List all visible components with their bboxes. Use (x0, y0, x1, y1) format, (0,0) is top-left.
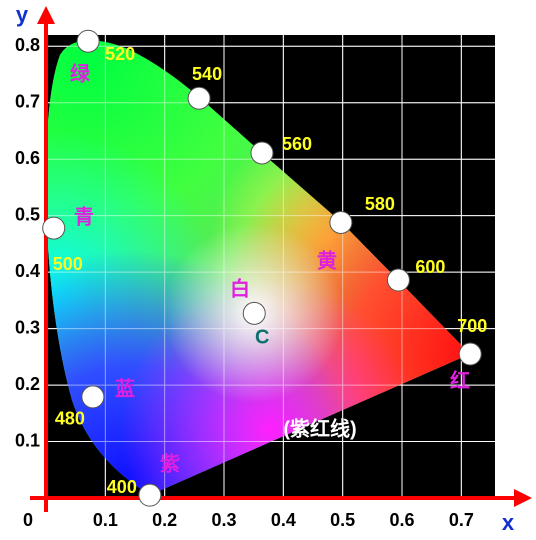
wavelength-label: 700 (457, 316, 487, 336)
y-tick-label: 0.6 (15, 148, 40, 168)
wavelength-label: 500 (53, 254, 83, 274)
point (187, 86, 211, 110)
point (42, 216, 66, 240)
point (458, 342, 482, 366)
y-tick-label: 0.3 (15, 317, 40, 337)
y-tick-label: 0.4 (15, 261, 40, 281)
wavelength-label: 520 (105, 44, 135, 64)
x-tick-label: 0.5 (330, 510, 355, 530)
x-tick-label: 0 (23, 510, 33, 530)
y-tick-label: 0.7 (15, 92, 40, 112)
wavelength-label: 560 (282, 134, 312, 154)
annotation: 红 (450, 368, 470, 392)
point (81, 385, 105, 409)
point (138, 483, 162, 507)
x-tick-label: 0.1 (93, 510, 118, 530)
x-tick-label: 0.2 (152, 510, 177, 530)
y-tick-label: 0.5 (15, 204, 40, 224)
point (76, 29, 100, 53)
wavelength-label: 600 (415, 257, 445, 277)
annotation: (紫红线) (283, 416, 356, 440)
annotation: 绿 (70, 61, 91, 85)
point-label: C (255, 327, 269, 349)
wavelength-label: 580 (365, 194, 395, 214)
x-tick-label: 0.6 (389, 510, 414, 530)
annotation: 白 (230, 276, 250, 300)
y-tick-label: 0.2 (15, 374, 40, 394)
annotation: 紫 (160, 452, 180, 475)
annotation: 黄 (317, 248, 337, 272)
x-tick-label: 0.7 (449, 510, 474, 530)
wavelength-label: 400 (107, 477, 137, 497)
annotation: 青 (74, 205, 94, 228)
y-axis-label: y (16, 2, 29, 27)
annotation: 蓝 (115, 377, 135, 400)
x-arrow (514, 489, 532, 507)
x-axis-label: x (502, 510, 515, 535)
grid-overlay (45, 35, 495, 498)
y-arrow (37, 6, 55, 24)
x-tick-label: 0.4 (271, 510, 296, 530)
y-tick-label: 0.1 (15, 430, 40, 450)
point (329, 210, 353, 234)
wavelength-label: 540 (192, 64, 222, 84)
y-tick-label: 0.8 (15, 35, 40, 55)
wavelength-label: 480 (55, 409, 85, 429)
x-tick-label: 0.3 (211, 510, 236, 530)
point (250, 141, 274, 165)
point (242, 301, 266, 325)
point (386, 268, 410, 292)
